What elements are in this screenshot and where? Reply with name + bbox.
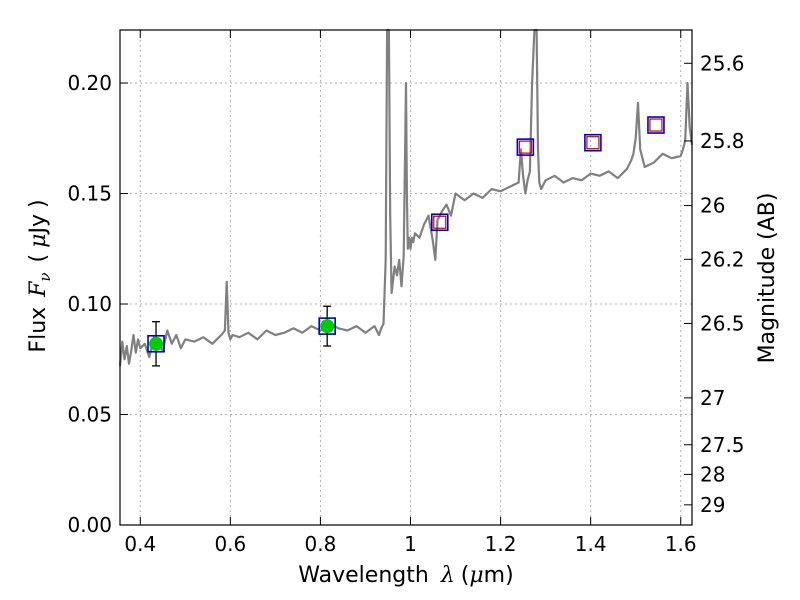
x-tick-label: 1: [404, 532, 417, 556]
y-axis-title-unit-rest: Jy: [26, 214, 51, 236]
band-square: [430, 213, 449, 232]
x-tick-label: 0.8: [305, 532, 337, 556]
observed-dot: [149, 336, 164, 351]
y-axis-title-subscript: ν: [36, 272, 54, 281]
model-square: [649, 118, 663, 132]
y-axis-title-symbol: F: [26, 281, 51, 298]
x-axis-title: Wavelength λ (μm): [298, 563, 513, 588]
model-square: [518, 140, 532, 154]
y2-tick-label: 25.6: [700, 51, 745, 75]
y-axis-title-prefix: Flux: [26, 307, 51, 353]
x-axis-title-unit-rest: m): [484, 563, 514, 588]
y-axis-title: Flux Fν ( μJy): [26, 199, 54, 352]
band-square: [318, 317, 336, 335]
observed-photometry-point: [318, 305, 336, 347]
photometry-markers: [147, 116, 665, 367]
model-square: [586, 136, 600, 150]
model-photometry-point: [647, 116, 665, 134]
y2-tick-label: 27.5: [700, 433, 745, 457]
y2-tick-label: 26.2: [700, 247, 745, 271]
y2-axis-title: Magnitude (AB): [755, 193, 780, 364]
y-tick-label: 0.15: [67, 182, 112, 206]
y2-tick-label: 28: [700, 462, 725, 486]
band-square: [584, 133, 602, 152]
x-tick-label: 1.4: [575, 532, 607, 556]
observed-dot: [320, 319, 335, 334]
observed-photometry-point: [147, 321, 165, 367]
model-photometry-point: [584, 133, 602, 152]
band-square: [147, 334, 165, 353]
y2-tick-label: 29: [700, 493, 725, 517]
band-square: [647, 116, 665, 134]
spectrum-line: [118, 28, 694, 367]
model-photometry-point: [516, 138, 535, 156]
spectrum-series: [118, 28, 694, 367]
y-tick-label: 0.05: [67, 403, 112, 427]
axis-ticks: 0.4 0.6 0.8 1 1.2 1.4 1.6 0.00 0.05 0.10 0.15 0.20 2…: [67, 30, 745, 556]
y-tick-label: 0.10: [67, 292, 112, 316]
model-square: [433, 215, 447, 229]
y2-tick-label: 27: [700, 386, 725, 410]
y-tick-label: 0.20: [67, 71, 112, 95]
y2-tick-label: 26.5: [700, 311, 745, 335]
y-axis-title-unit-open: (: [26, 254, 51, 263]
x-tick-label: 0.4: [124, 532, 156, 556]
y-axis-title-unit-close: ): [26, 199, 51, 208]
y2-tick-label: 25.8: [700, 129, 745, 153]
x-axis-title-unit-open: (: [461, 563, 470, 588]
model-photometry-point: [430, 213, 449, 232]
y2-tick-label: 26: [700, 194, 725, 218]
x-tick-label: 0.6: [214, 532, 246, 556]
x-axis-title-unit-mu: μ: [469, 563, 483, 588]
plot-frame: [119, 29, 693, 526]
x-tick-label: 1.6: [665, 532, 697, 556]
x-axis-title-prefix: Wavelength: [298, 563, 429, 588]
x-tick-label: 1.2: [485, 532, 517, 556]
band-square: [516, 138, 535, 156]
y-tick-label: 0.00: [67, 513, 112, 537]
y-axis-title-unit-mu: μ: [26, 234, 51, 248]
x-axis-title-symbol: λ: [440, 563, 455, 588]
